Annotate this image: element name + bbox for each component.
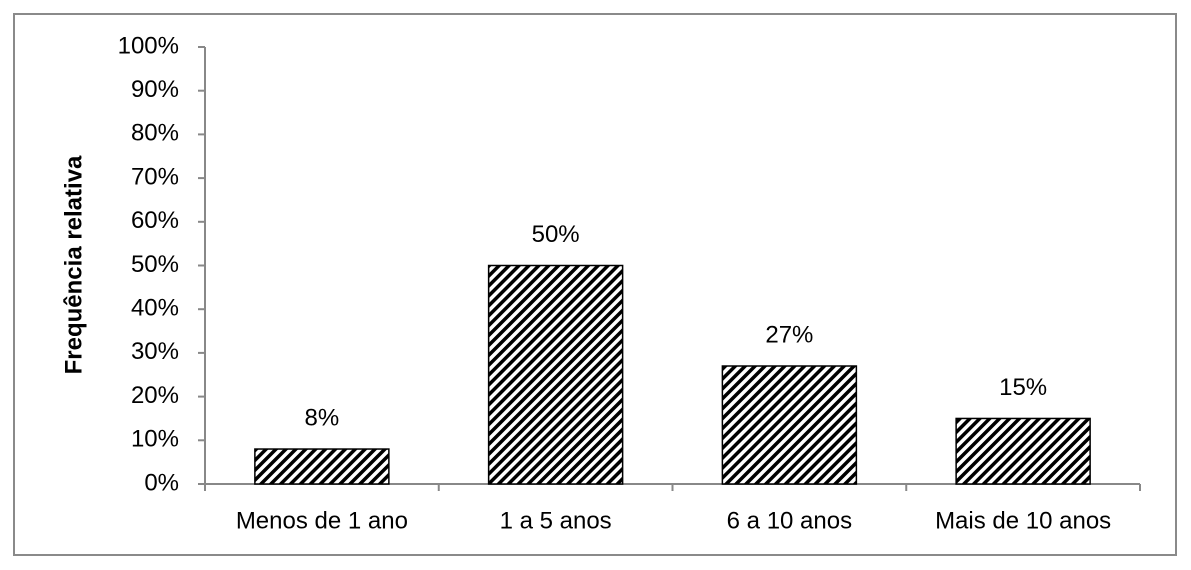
x-tick-label: 1 a 5 anos <box>500 507 612 534</box>
data-label: 8% <box>305 404 340 431</box>
y-tick-label: 0% <box>144 469 179 496</box>
x-tick-label: Menos de 1 ano <box>236 507 408 534</box>
y-tick-label: 40% <box>131 295 179 322</box>
data-label: 27% <box>765 321 813 348</box>
y-tick-label: 50% <box>131 251 179 278</box>
y-tick-label: 20% <box>131 382 179 409</box>
bar <box>487 264 624 485</box>
y-tick-label: 90% <box>131 76 179 103</box>
x-tick-label: Mais de 10 anos <box>935 507 1111 534</box>
y-tick-label: 70% <box>131 163 179 190</box>
x-tick-label: 6 a 10 anos <box>727 507 852 534</box>
y-tick-label: 10% <box>131 426 179 453</box>
bar <box>721 365 858 485</box>
y-tick-label: 60% <box>131 207 179 234</box>
bar <box>955 417 1091 485</box>
chart-border <box>13 13 1177 556</box>
data-label: 50% <box>532 221 580 248</box>
y-tick-label: 30% <box>131 338 179 365</box>
y-tick-label: 100% <box>118 32 179 59</box>
data-label: 15% <box>999 374 1047 401</box>
bar <box>254 448 390 485</box>
y-tick-label: 80% <box>131 120 179 147</box>
y-axis-label: Frequência relativa <box>60 155 87 374</box>
